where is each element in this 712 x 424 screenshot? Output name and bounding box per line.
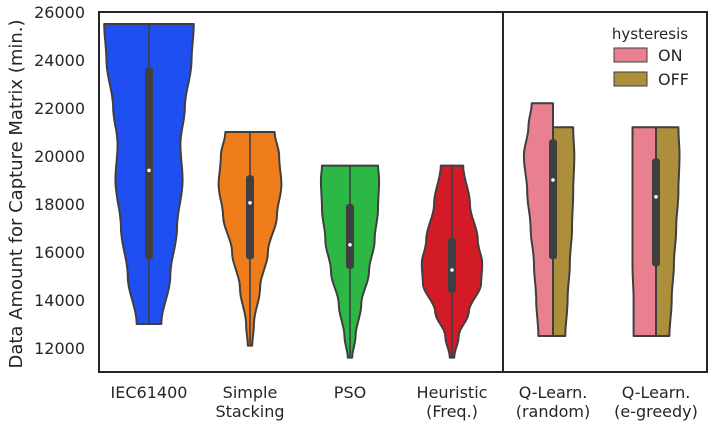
violin-iqr-box: [145, 67, 153, 260]
y-tick-label: 14000: [34, 291, 85, 310]
y-tick-label: 18000: [34, 195, 85, 214]
legend-swatch-on: [613, 47, 648, 63]
violin-median-dot: [654, 195, 658, 199]
x-tick-label: (Freq.): [426, 402, 478, 421]
x-tick-label: Stacking: [215, 402, 284, 421]
legend-label-on: ON: [658, 46, 683, 65]
violin-median-dot: [551, 178, 555, 182]
violin-median-dot: [450, 268, 454, 272]
violins: [103, 23, 681, 359]
y-tick-label: 16000: [34, 243, 85, 262]
violin-iqr-box: [652, 158, 660, 267]
violin-half-on: [631, 126, 657, 337]
x-tick-label: Q-Learn.: [519, 383, 588, 402]
inner-boxes: [145, 24, 660, 358]
y-tick-label: 20000: [34, 147, 85, 166]
x-tick-label: Heuristic: [417, 383, 488, 402]
y-tick-label: 24000: [34, 51, 85, 70]
violin-median-dot: [348, 243, 352, 247]
violin-half-off: [552, 126, 576, 337]
y-tick-label: 22000: [34, 99, 85, 118]
x-tick-label: IEC61400: [111, 383, 188, 402]
x-tick-label: (e-greedy): [614, 402, 698, 421]
plot-frame: [98, 11, 708, 373]
violin-median-dot: [248, 201, 252, 205]
violin-median-dot: [147, 168, 151, 173]
violin-iqr-box: [549, 139, 557, 260]
legend-title: hysteresis: [612, 25, 688, 43]
violin-iqr-box: [448, 237, 456, 293]
y-tick-label: 12000: [34, 339, 85, 358]
legend-label-off: OFF: [658, 70, 689, 89]
violin-half-off: [655, 126, 681, 337]
y-axis-label: Data Amount for Capture Matrix (min.): [6, 19, 27, 368]
violin-iqr-box: [246, 175, 254, 260]
x-tick-label: PSO: [334, 383, 366, 402]
violin-iqr-box: [346, 204, 354, 269]
x-tick-label: (random): [516, 402, 591, 421]
y-axis: 12000 14000 16000 18000 20000 22000 24000 26000: [34, 3, 85, 358]
legend: hysteresis ON OFF: [612, 25, 689, 89]
y-tick-label: 26000: [34, 3, 85, 22]
x-tick-label: Q-Learn.: [622, 383, 691, 402]
x-tick-label: Simple: [223, 383, 278, 402]
legend-swatch-off: [613, 71, 648, 87]
violin-half-on: [522, 102, 554, 337]
